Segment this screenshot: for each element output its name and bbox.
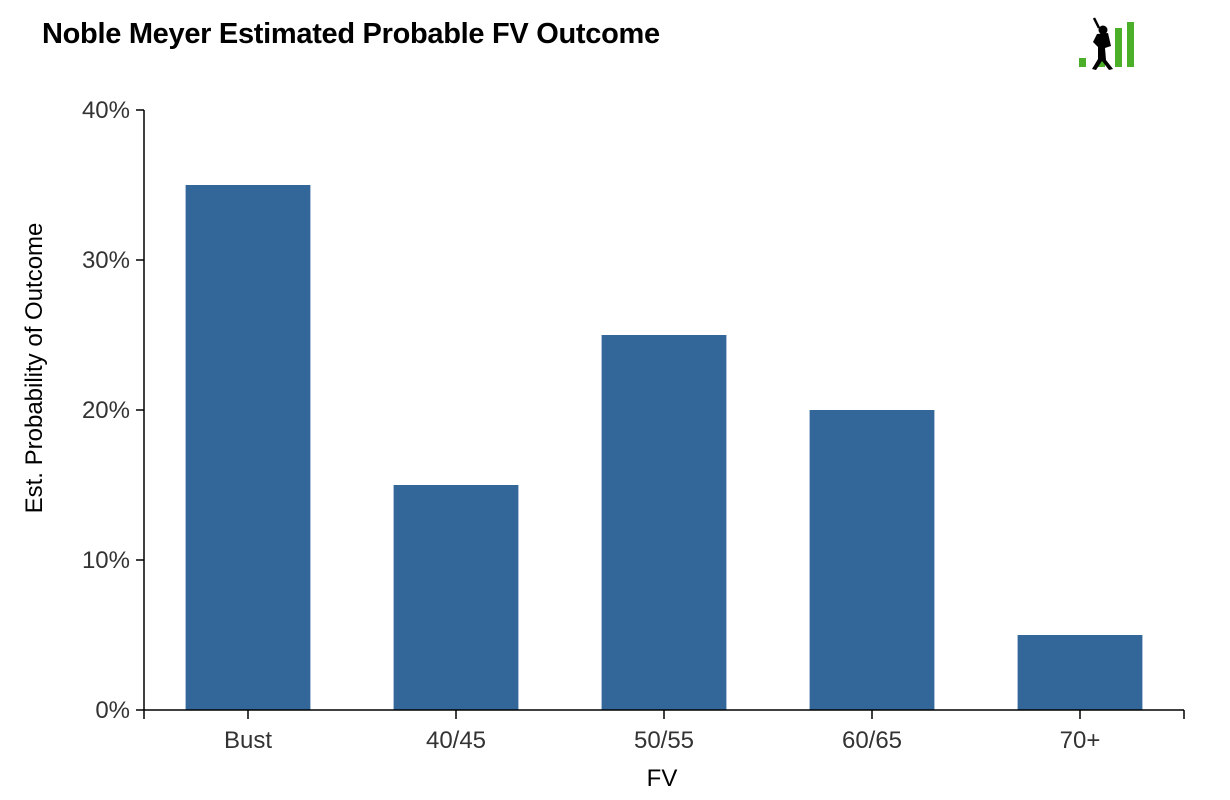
- y-tick-label: 40%: [82, 97, 130, 124]
- bar-70-: [1017, 635, 1143, 710]
- bar-40-45: [393, 485, 519, 710]
- y-axis-title: Est. Probability of Outcome: [21, 223, 48, 514]
- batter-silhouette: [1092, 17, 1113, 70]
- bar-50-55: [601, 335, 727, 710]
- x-tick-label: 40/45: [426, 727, 486, 754]
- x-tick-label: 70+: [1060, 727, 1101, 754]
- y-tick-label: 10%: [82, 547, 130, 574]
- x-axis: Bust 40/45 50/55 60/65 70+: [143, 709, 1185, 754]
- batter-logo-icon: [1079, 17, 1134, 70]
- x-axis-title: FV: [647, 765, 678, 792]
- bar-bust: [185, 185, 311, 710]
- y-tick-label: 20%: [82, 397, 130, 424]
- bars-group: [185, 185, 1143, 710]
- logo-bar-1: [1079, 58, 1086, 67]
- bar-60-65: [809, 410, 935, 710]
- logo-bar-4: [1127, 22, 1134, 67]
- x-tick-label: 60/65: [842, 727, 902, 754]
- y-tick-label: 30%: [82, 247, 130, 274]
- logo-bar-3: [1115, 28, 1122, 67]
- y-tick-label: 0%: [95, 697, 130, 724]
- x-tick-label: Bust: [224, 727, 272, 754]
- x-tick-label: 50/55: [634, 727, 694, 754]
- y-axis: 0% 10% 20% 30% 40%: [82, 97, 145, 724]
- chart-title: Noble Meyer Estimated Probable FV Outcom…: [42, 18, 660, 50]
